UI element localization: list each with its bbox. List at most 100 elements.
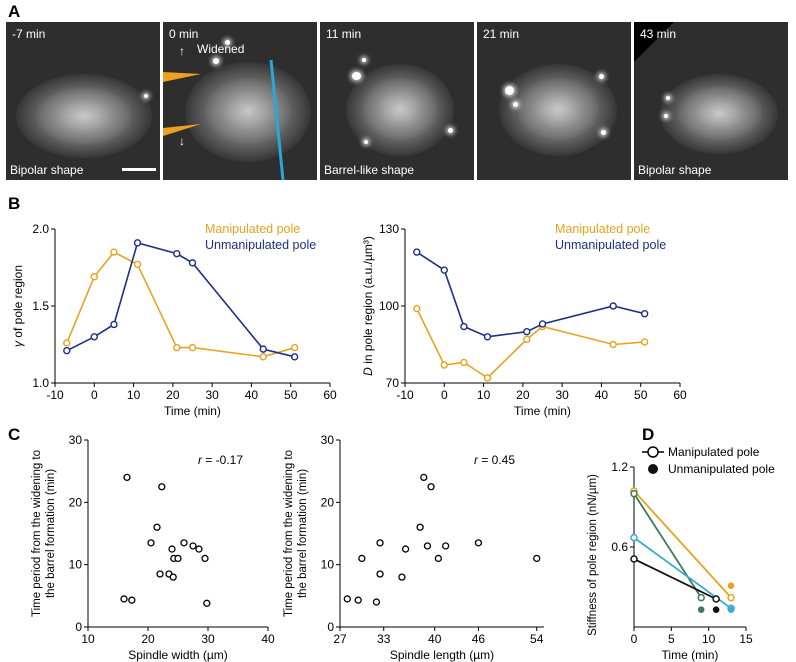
x-tick-label: 60 (673, 388, 687, 402)
pipette-lower (163, 124, 201, 136)
data-point (376, 539, 384, 547)
y-tick-label: 1.5 (32, 299, 49, 313)
data-point (523, 327, 531, 336)
chart-B-right: -10 0 10 20 30 40 50 60 70 100 130 Time (min) D in p… (361, 222, 687, 418)
y-axis-title: Stiffness of pole region (nN/µm) (587, 474, 599, 636)
y-tick-label: 0 (75, 620, 82, 634)
data-point (188, 259, 197, 267)
series-line (633, 490, 732, 599)
data-point (201, 554, 209, 563)
data-point (173, 343, 181, 352)
data-point (427, 483, 435, 491)
y-axis-title-line: Time period from the widening to (283, 450, 295, 617)
data-point (156, 570, 164, 578)
data-point (372, 598, 381, 606)
x-axis-title: Spindle width (µm) (128, 648, 228, 662)
data-point (416, 523, 424, 531)
y-tick-label: 1.0 (32, 376, 49, 390)
measurement-line (269, 59, 285, 180)
x-tick-label: 30 (205, 388, 219, 402)
arrow-up-icon: ↑ (179, 44, 185, 58)
data-point (434, 554, 443, 563)
data-point (188, 343, 197, 352)
legend-entry: Unmanipulated pole (205, 238, 316, 252)
data-point (440, 266, 448, 274)
chart-C-right: 27 33 40 46 54 0 10 20 30 Spindle length (µm) Time… (283, 433, 544, 662)
data-point (401, 545, 410, 553)
frame-21: 21 min (477, 22, 631, 180)
y-axis-title: Time period from the widening to the barr… (283, 450, 309, 617)
x-tick-label: 0 (631, 632, 638, 646)
series-line (66, 241, 295, 358)
data-point (440, 361, 448, 369)
x-tick-label: 46 (472, 632, 486, 646)
legend-open-marker (647, 446, 659, 458)
x-tick-label: 40 (245, 388, 259, 402)
frame-time-label: -7 min (12, 27, 46, 41)
x-tick-label: -10 (46, 388, 64, 402)
data-point (523, 335, 531, 344)
y-axis-title-line: the barrel formation (min) (45, 469, 57, 598)
x-tick-label: 0 (441, 388, 448, 402)
data-point (441, 542, 450, 550)
x-tick-label: 10 (702, 632, 716, 646)
y-axis-title-symbol: γ (11, 340, 25, 347)
x-tick-label: 10 (81, 632, 95, 646)
y-tick-label: 10 (321, 558, 335, 572)
x-tick-label: 30 (555, 388, 569, 402)
manipulated-point (630, 533, 638, 542)
y-axis-title-rest: in pole region (a.u./µm³) (361, 236, 375, 367)
data-point (168, 545, 176, 553)
x-tick-label: 30 (201, 632, 215, 646)
y-tick-label: 20 (321, 495, 335, 509)
correlation-label: r = -0.17 (198, 453, 243, 467)
x-axis-title: Time (min) (514, 404, 571, 418)
manipulated-point (630, 489, 638, 498)
y-tick-label: 2.0 (32, 222, 49, 236)
arrow-down-icon: ↓ (179, 134, 185, 148)
data-point (63, 339, 71, 347)
data-point (474, 539, 483, 547)
data-point (413, 304, 421, 313)
data-point (203, 599, 211, 607)
correlation-symbol: r (474, 453, 479, 467)
data-point (110, 320, 118, 329)
data-point (413, 248, 421, 256)
legend-entry: Manipulated pole (555, 222, 650, 236)
y-axis-title-symbol: D (361, 367, 375, 376)
y-axis-title-line: Time period from the widening to (31, 450, 43, 617)
data-point (290, 343, 299, 352)
correlation-symbol: r (198, 453, 203, 467)
x-tick-label: 20 (141, 632, 155, 646)
x-tick-label: 50 (634, 388, 648, 402)
frame-time-label: 0 min (169, 27, 199, 41)
y-axis-title: Time period from the widening to the barr… (31, 450, 57, 617)
legend-entry: Unmanipulated pole (668, 462, 775, 476)
y-tick-label: 30 (321, 433, 335, 447)
data-point (133, 260, 142, 269)
unmanipulated-point (727, 606, 735, 613)
data-point (423, 542, 432, 550)
x-tick-label: 40 (595, 388, 609, 402)
manipulated-point (712, 595, 720, 603)
legend-entry: Manipulated pole (668, 445, 760, 459)
data-point (153, 523, 161, 531)
data-point (609, 340, 617, 349)
data-point (460, 358, 468, 367)
data-point (420, 473, 428, 482)
data-point (376, 570, 384, 578)
frame-0: 0 min Widened ↑ ↓ (163, 22, 317, 180)
x-tick-label: 15 (739, 632, 753, 646)
data-point (290, 353, 299, 361)
x-tick-label: 50 (284, 388, 298, 402)
frame-minus7: -7 min Bipolar shape (6, 22, 160, 180)
data-point (180, 539, 188, 547)
data-point (189, 542, 197, 550)
data-point (259, 353, 267, 361)
manipulated-point (727, 593, 735, 602)
data-point (147, 539, 155, 547)
scale-bar (122, 168, 156, 171)
manipulated-point (697, 593, 705, 602)
y-tick-label: 10 (69, 558, 83, 572)
series-line (633, 493, 702, 599)
